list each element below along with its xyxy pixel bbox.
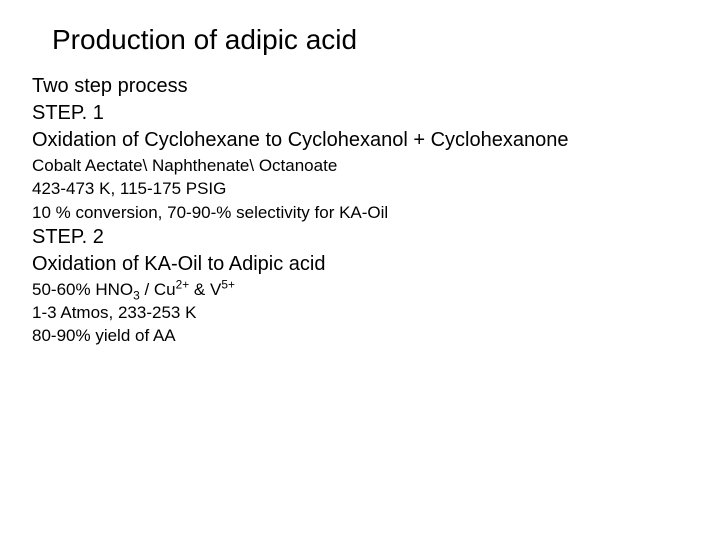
step2-reagents-part3: & V xyxy=(189,280,221,299)
step1-description: Oxidation of Cyclohexane to Cyclohexanol… xyxy=(32,128,688,153)
superscript-5plus: 5+ xyxy=(221,277,235,291)
step2-description: Oxidation of KA-Oil to Adipic acid xyxy=(32,252,688,277)
step1-catalyst: Cobalt Aectate\ Naphthenate\ Octanoate xyxy=(32,155,688,176)
superscript-2plus: 2+ xyxy=(176,277,190,291)
step2-conditions: 1-3 Atmos, 233-253 K xyxy=(32,302,688,323)
step1-label: STEP. 1 xyxy=(32,101,688,126)
subscript-3: 3 xyxy=(133,288,140,302)
step2-reagents-part1: 50-60% HNO xyxy=(32,280,133,299)
step2-label: STEP. 2 xyxy=(32,225,688,250)
step2-reagents: 50-60% HNO3 / Cu2+ & V5+ xyxy=(32,279,688,300)
page-title: Production of adipic acid xyxy=(52,24,688,56)
step1-yield: 10 % conversion, 70-90-% selectivity for… xyxy=(32,202,688,223)
step2-reagents-part2: / Cu xyxy=(140,280,176,299)
step1-conditions: 423-473 K, 115-175 PSIG xyxy=(32,178,688,199)
slide: Production of adipic acid Two step proce… xyxy=(0,0,720,540)
process-overview: Two step process xyxy=(32,74,688,99)
step2-yield: 80-90% yield of AA xyxy=(32,325,688,346)
